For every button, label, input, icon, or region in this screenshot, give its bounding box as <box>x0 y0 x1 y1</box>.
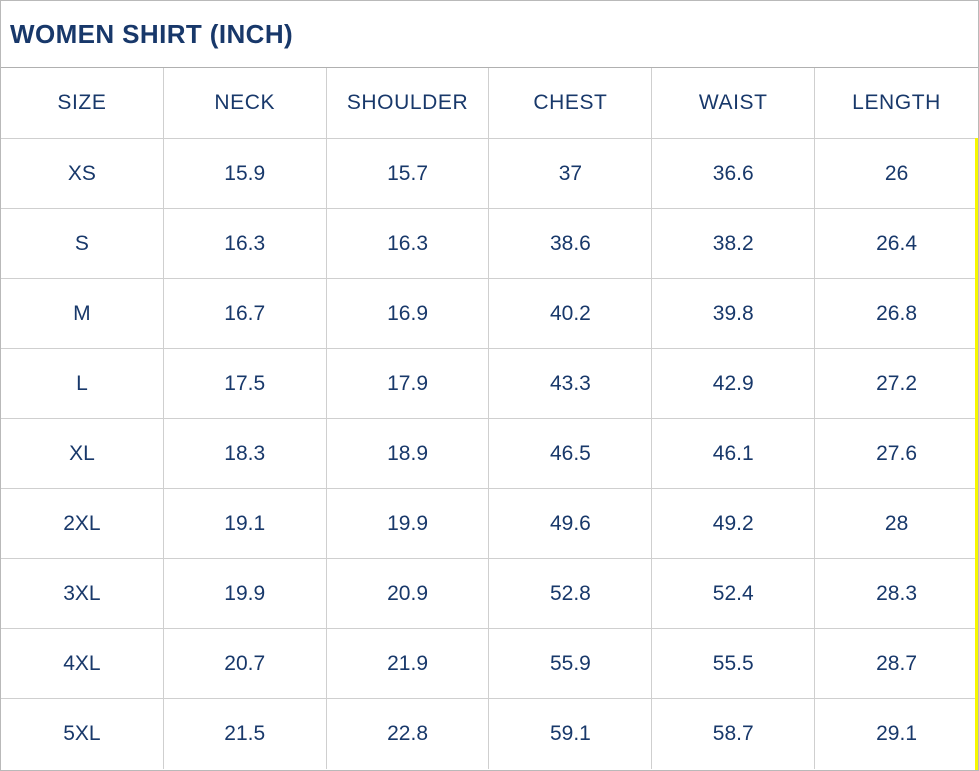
row-label-cell: 3XL <box>1 559 164 629</box>
table-cell: 21.9 <box>326 629 490 699</box>
column-header-size: SIZE <box>1 68 164 139</box>
table-cell: 55.5 <box>652 629 816 699</box>
table-cell: 22.8 <box>326 699 490 769</box>
table-cell: 15.9 <box>163 139 327 209</box>
row-label-cell: S <box>1 209 164 279</box>
table-cell: 37 <box>489 139 653 209</box>
table-cell: 52.4 <box>652 559 816 629</box>
table-cell: 42.9 <box>652 349 816 419</box>
table-cell: 36.6 <box>652 139 816 209</box>
row-label-cell: 5XL <box>1 699 164 769</box>
table-cell: 15.7 <box>326 139 490 209</box>
row-label-cell: XL <box>1 419 164 489</box>
size-chart-table: SIZE NECK SHOULDER CHEST WAIST LENGTH XS… <box>1 68 978 769</box>
column-header-length: LENGTH <box>815 68 978 139</box>
table-cell: 16.7 <box>163 279 327 349</box>
row-label-cell: M <box>1 279 164 349</box>
table-cell: 39.8 <box>652 279 816 349</box>
table-cell: 49.6 <box>489 489 653 559</box>
table-cell: 40.2 <box>489 279 653 349</box>
table-cell: 26.8 <box>815 279 978 349</box>
table-cell: 26 <box>815 139 978 209</box>
column-header-waist: WAIST <box>652 68 816 139</box>
column-header-chest: CHEST <box>489 68 653 139</box>
column-header-shoulder: SHOULDER <box>326 68 490 139</box>
table-cell: 28.7 <box>815 629 978 699</box>
table-cell: 20.7 <box>163 629 327 699</box>
table-cell: 46.1 <box>652 419 816 489</box>
table-cell: 28 <box>815 489 978 559</box>
row-label-cell: 2XL <box>1 489 164 559</box>
table-cell: 26.4 <box>815 209 978 279</box>
table-cell: 59.1 <box>489 699 653 769</box>
title-bar: WOMEN SHIRT (INCH) <box>1 1 978 68</box>
column-header-neck: NECK <box>163 68 327 139</box>
row-label-cell: XS <box>1 139 164 209</box>
table-cell: 38.6 <box>489 209 653 279</box>
table-cell: 21.5 <box>163 699 327 769</box>
table-cell: 19.9 <box>326 489 490 559</box>
table-cell: 43.3 <box>489 349 653 419</box>
table-cell: 17.9 <box>326 349 490 419</box>
table-cell: 27.6 <box>815 419 978 489</box>
row-label-cell: 4XL <box>1 629 164 699</box>
table-cell: 52.8 <box>489 559 653 629</box>
table-cell: 20.9 <box>326 559 490 629</box>
table-cell: 16.3 <box>163 209 327 279</box>
right-edge-highlight-strip <box>975 138 978 770</box>
table-cell: 28.3 <box>815 559 978 629</box>
table-cell: 49.2 <box>652 489 816 559</box>
table-cell: 46.5 <box>489 419 653 489</box>
table-cell: 27.2 <box>815 349 978 419</box>
table-cell: 18.3 <box>163 419 327 489</box>
table-cell: 16.9 <box>326 279 490 349</box>
table-cell: 19.9 <box>163 559 327 629</box>
chart-title: WOMEN SHIRT (INCH) <box>10 18 294 49</box>
table-cell: 16.3 <box>326 209 490 279</box>
table-cell: 29.1 <box>815 699 978 769</box>
table-cell: 58.7 <box>652 699 816 769</box>
table-cell: 38.2 <box>652 209 816 279</box>
row-label-cell: L <box>1 349 164 419</box>
table-cell: 18.9 <box>326 419 490 489</box>
table-cell: 19.1 <box>163 489 327 559</box>
table-cell: 17.5 <box>163 349 327 419</box>
table-cell: 55.9 <box>489 629 653 699</box>
